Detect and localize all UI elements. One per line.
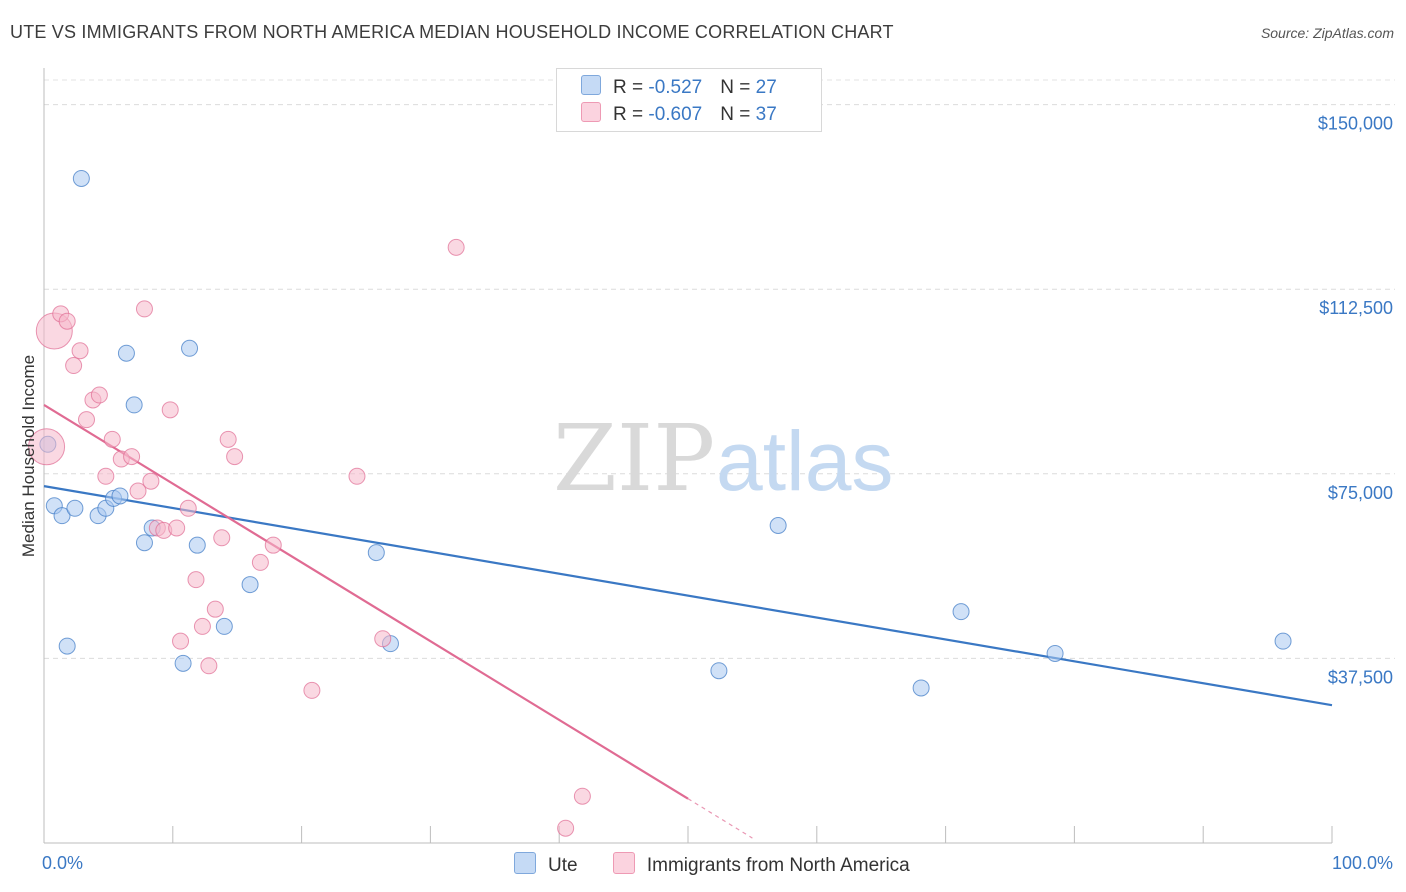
immigrants-point xyxy=(97,467,115,485)
immigrants-point xyxy=(168,519,186,537)
watermark-zip: ZIP xyxy=(553,405,715,512)
ute-point xyxy=(181,339,199,357)
immigrants-point xyxy=(193,617,211,635)
ute-point xyxy=(1274,632,1292,650)
immigrants-point xyxy=(142,472,160,490)
ute-point xyxy=(117,344,135,362)
n-value: 27 xyxy=(755,77,777,98)
ute-point xyxy=(912,679,930,697)
legend-row-ute: R = -0.527 N = 27 xyxy=(581,75,777,99)
ute-point xyxy=(111,487,129,505)
immigrants-point xyxy=(213,529,231,547)
immigrants-point xyxy=(58,312,76,330)
correlation-legend: R = -0.527 N = 27 R = -0.607 N = 37 xyxy=(556,68,822,132)
watermark-atlas: atlas xyxy=(716,414,893,508)
legend-label: Immigrants from North America xyxy=(646,855,910,876)
immigrants-point xyxy=(103,430,121,448)
legend-item-immigrants: Immigrants from North America xyxy=(612,852,910,877)
immigrants-point xyxy=(348,467,366,485)
n-label: N = xyxy=(720,104,756,125)
immigrants-trend-line xyxy=(43,403,689,800)
immigrants-point xyxy=(161,401,179,419)
immigrants-point xyxy=(187,571,205,589)
n-label: N = xyxy=(720,77,756,98)
immigrants-point xyxy=(251,553,269,571)
y-tick-label: $37,500 xyxy=(1328,667,1393,687)
legend-row-immigrants: R = -0.607 N = 37 xyxy=(581,102,777,126)
n-value: 37 xyxy=(755,104,777,125)
immigrants-point xyxy=(374,630,392,648)
ute-point xyxy=(241,576,259,594)
x-tick-labels: 0.0% 100.0% xyxy=(42,853,1393,873)
ute-point xyxy=(769,516,787,534)
ute-point xyxy=(53,507,71,525)
data-points xyxy=(28,169,1292,837)
immigrants-swatch xyxy=(581,102,601,122)
immigrants-point xyxy=(226,448,244,466)
y-tick-label: $112,500 xyxy=(1319,298,1393,318)
immigrants-point xyxy=(172,632,190,650)
immigrants-point xyxy=(135,300,153,318)
ute-swatch xyxy=(581,75,601,95)
ute-swatch xyxy=(514,852,536,874)
ute-point xyxy=(188,536,206,554)
ute-point xyxy=(1046,644,1064,662)
ute-point xyxy=(952,603,970,621)
immigrants-point xyxy=(557,819,575,837)
ute-point xyxy=(125,396,143,414)
x-tick-label: 0.0% xyxy=(42,853,83,873)
grid-lines xyxy=(44,79,1395,659)
immigrants-point xyxy=(71,342,89,360)
immigrants-point xyxy=(206,600,224,618)
immigrants-point xyxy=(303,681,321,699)
ute-point xyxy=(135,534,153,552)
immigrants-trend-extension xyxy=(687,798,753,839)
y-tick-label: $75,000 xyxy=(1328,483,1393,503)
y-axis-label: Median Household Income xyxy=(19,355,38,557)
chart-source: Source: ZipAtlas.com xyxy=(1260,25,1394,41)
immigrants-point xyxy=(264,536,282,554)
immigrants-swatch xyxy=(612,852,635,874)
legend-item-ute: Ute xyxy=(514,852,578,877)
immigrants-point xyxy=(129,482,147,500)
ute-point xyxy=(367,544,385,562)
immigrants-point xyxy=(123,448,141,466)
immigrants-point xyxy=(447,238,465,256)
immigrants-point xyxy=(90,386,108,404)
immigrants-point xyxy=(65,357,83,375)
y-tick-label: $150,000 xyxy=(1318,114,1393,134)
ute-point xyxy=(66,499,84,517)
immigrants-point xyxy=(573,787,591,805)
trend-lines xyxy=(43,403,1333,839)
ute-point xyxy=(58,637,76,655)
ute-point xyxy=(215,617,233,635)
ute-point xyxy=(72,169,90,187)
immigrants-point xyxy=(200,657,218,675)
r-label: R = xyxy=(613,77,649,98)
immigrants-point xyxy=(179,499,197,517)
legend-label: Ute xyxy=(548,855,578,876)
series-legend: Ute Immigrants from North America xyxy=(514,852,940,877)
immigrants-point xyxy=(28,428,66,466)
ute-point xyxy=(174,654,192,672)
chart-title: UTE VS IMMIGRANTS FROM NORTH AMERICA MED… xyxy=(10,22,894,42)
r-value: -0.527 xyxy=(648,77,703,98)
ute-trend-line xyxy=(43,485,1333,707)
ute-point xyxy=(710,662,728,680)
immigrants-point xyxy=(219,430,237,448)
x-tick-label: 100.0% xyxy=(1332,853,1393,873)
y-tick-labels: $37,500 $75,000 $112,500 $150,000 xyxy=(1318,114,1393,688)
r-label: R = xyxy=(613,104,649,125)
r-value: -0.607 xyxy=(648,104,703,125)
immigrants-point xyxy=(78,411,96,429)
